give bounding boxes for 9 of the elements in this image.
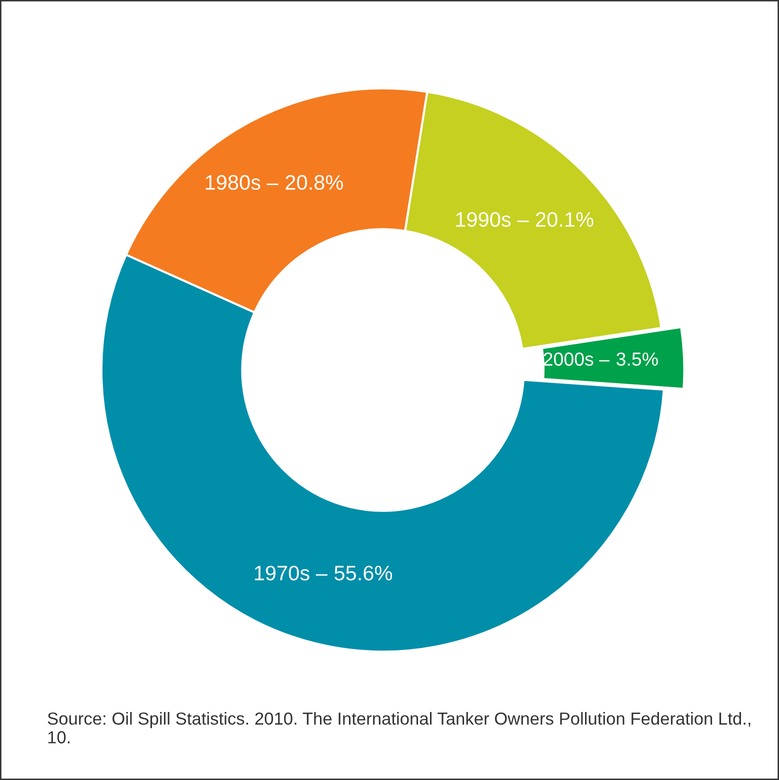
slice-label: 2000s –: [544, 352, 610, 366]
data-label: 3.5%: [616, 352, 658, 366]
data-label: 20.1%: [536, 212, 594, 227]
slice-label: 1980s –: [206, 175, 278, 190]
data-label: 55.6%: [334, 566, 392, 580]
source-note: Source: Oil Spill Statistics. 2010. The International Tanker Owners Pollution Federation Ltd., 10.: [48, 712, 750, 744]
data-label: 20.8%: [286, 175, 343, 190]
slice-label: 1990s –: [456, 212, 529, 227]
slice-label: 1970s –: [254, 566, 328, 580]
